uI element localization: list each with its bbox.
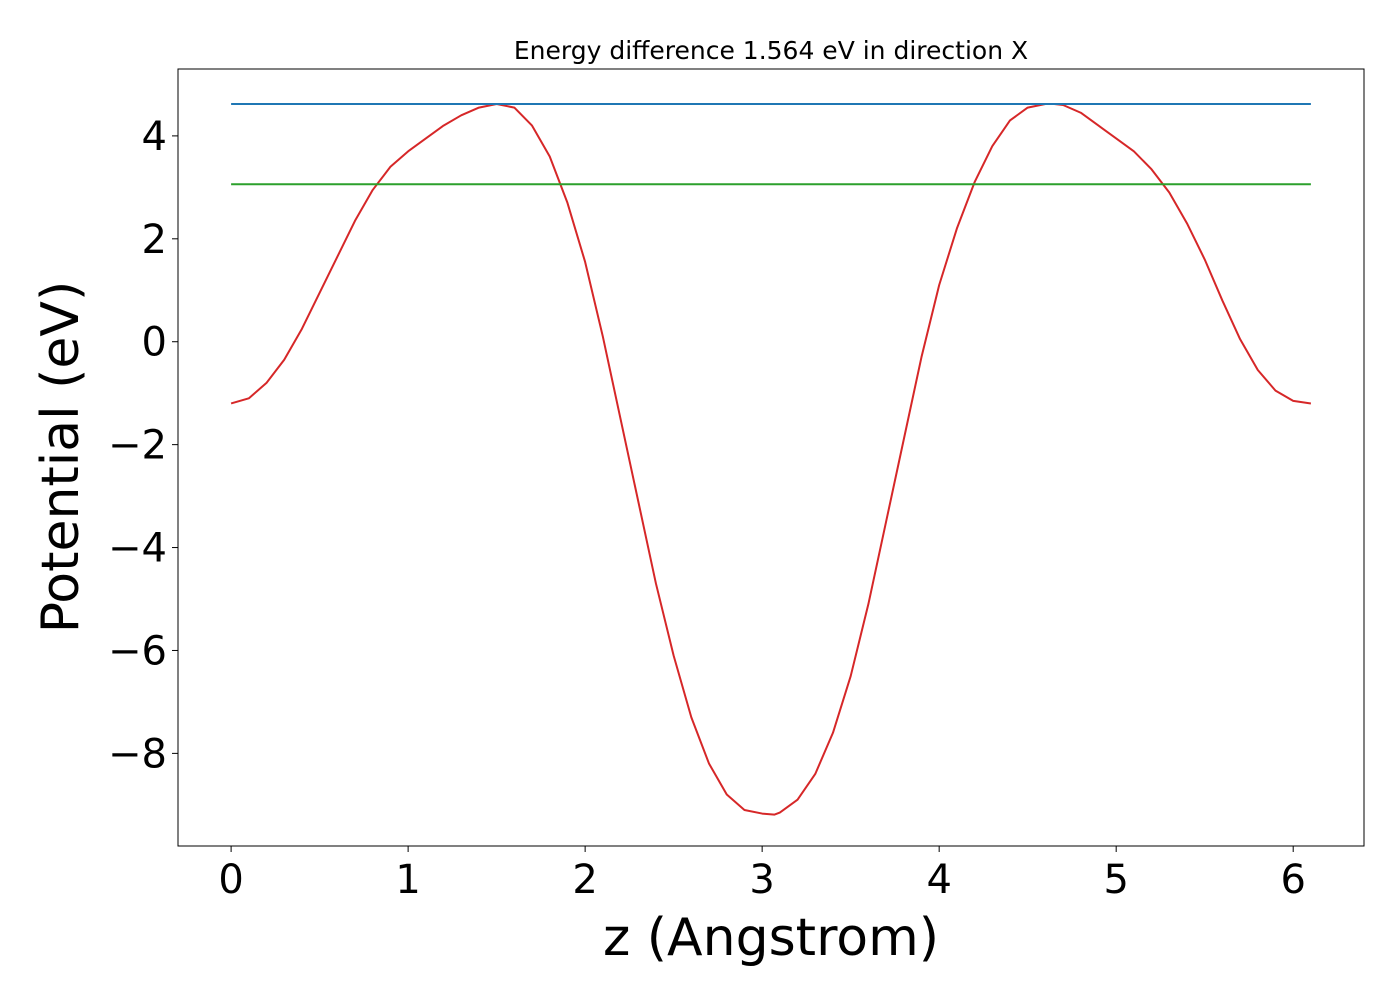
x-tick-label: 6 <box>1280 857 1305 903</box>
x-tick-label: 2 <box>572 857 597 903</box>
x-tick-label: 4 <box>926 857 951 903</box>
y-tick-label: −6 <box>108 628 167 674</box>
plot-area <box>177 68 1365 847</box>
y-tick-label: −4 <box>108 526 167 572</box>
y-axis: −8 −6 −4 −2 0 2 4 <box>108 114 178 777</box>
y-tick-label: 2 <box>142 217 167 263</box>
x-tick-label: 1 <box>395 857 420 903</box>
series-line-0 <box>230 102 1312 816</box>
y-tick-label: −8 <box>108 731 167 777</box>
y-tick-label: −2 <box>108 423 167 469</box>
y-tick-label: 4 <box>142 114 167 160</box>
x-tick-label: 0 <box>218 857 243 903</box>
y-axis-label: Potential (eV) <box>31 281 91 633</box>
chart-title: Energy difference 1.564 eV in direction … <box>514 36 1028 65</box>
x-tick-label: 5 <box>1103 857 1128 903</box>
x-tick-label: 3 <box>749 857 774 903</box>
series-group <box>230 102 1312 816</box>
x-axis: 0 1 2 3 4 5 6 <box>218 846 1306 903</box>
plot-frame <box>177 68 1365 847</box>
x-axis-label: z (Angstrom) <box>603 908 939 968</box>
y-tick-label: 0 <box>142 320 167 366</box>
